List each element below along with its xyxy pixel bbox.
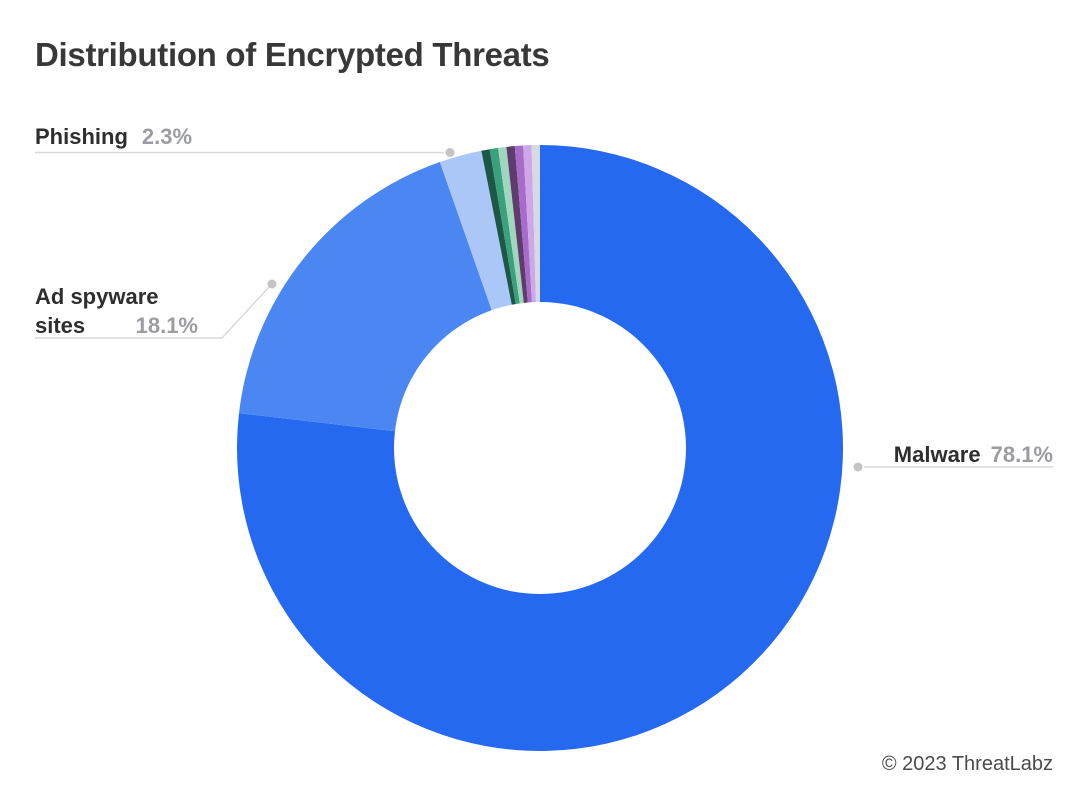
ad-spyware-value: 18.1% bbox=[135, 313, 198, 338]
phishing-callout: Phishing 2.3% bbox=[35, 125, 192, 149]
ad-spyware-leader-line bbox=[35, 286, 270, 339]
donut-hole bbox=[394, 302, 686, 594]
phishing-leader-dot bbox=[445, 148, 455, 157]
malware-value: 78.1% bbox=[990, 442, 1053, 467]
ad-spyware-callout: Ad spyware sites 18.1% bbox=[35, 282, 198, 340]
malware-label: Malware bbox=[893, 442, 981, 467]
ad-spyware-label-line1: Ad spyware bbox=[35, 284, 159, 309]
phishing-value: 2.3% bbox=[141, 124, 193, 149]
copyright-credit: © 2023 ThreatLabz bbox=[881, 753, 1053, 775]
ad-spyware-label-line2: sites bbox=[35, 313, 86, 338]
malware-callout: Malware 78.1% bbox=[894, 443, 1053, 467]
ad-spyware-leader-dot bbox=[267, 279, 277, 289]
phishing-label: Phishing bbox=[35, 124, 128, 149]
chart-title: Distribution of Encrypted Threats bbox=[35, 36, 550, 73]
malware-leader-dot bbox=[853, 462, 863, 472]
